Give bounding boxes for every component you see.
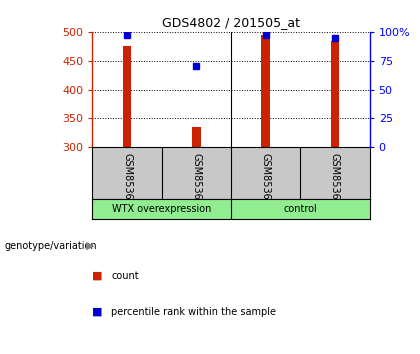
Text: GSM853614: GSM853614 — [330, 153, 340, 211]
Text: percentile rank within the sample: percentile rank within the sample — [111, 307, 276, 316]
Bar — [262, 35, 270, 147]
Bar — [123, 46, 131, 147]
Text: ▶: ▶ — [86, 241, 94, 251]
Text: GSM853611: GSM853611 — [122, 153, 132, 211]
Text: ■: ■ — [92, 271, 103, 281]
Text: ■: ■ — [92, 307, 103, 316]
Text: GSM853613: GSM853613 — [192, 153, 201, 211]
Text: WTX overexpression: WTX overexpression — [112, 204, 211, 215]
Bar — [192, 126, 200, 147]
Text: control: control — [284, 204, 317, 215]
Bar — [331, 41, 339, 147]
Text: genotype/variation: genotype/variation — [4, 241, 97, 251]
Text: GSM853612: GSM853612 — [261, 153, 270, 212]
Title: GDS4802 / 201505_at: GDS4802 / 201505_at — [162, 16, 300, 29]
Text: count: count — [111, 271, 139, 281]
